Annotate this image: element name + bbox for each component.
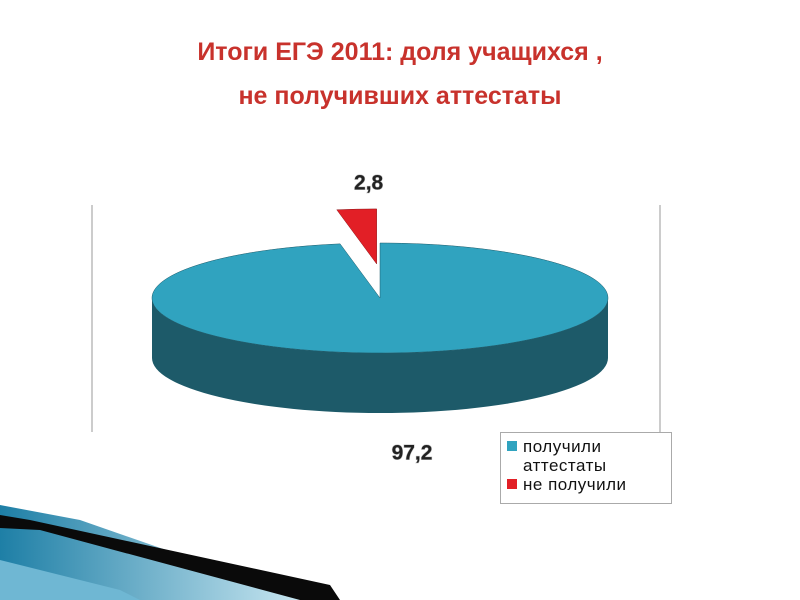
pie-side — [152, 298, 608, 413]
legend-swatch — [507, 479, 517, 489]
legend-label: не получили — [523, 475, 627, 494]
decor-line — [0, 515, 340, 600]
legend-item: не получили — [507, 475, 671, 494]
chart-title: Итоги ЕГЭ 2011: доля учащихся , — [197, 38, 602, 66]
data-label: 2,8 — [354, 172, 384, 195]
legend-item: получили аттестаты — [507, 437, 671, 475]
legend: получили аттестаты не получили — [500, 432, 672, 504]
legend-swatch — [507, 441, 517, 451]
legend-label: получили аттестаты — [523, 437, 607, 475]
data-label: 97,2 — [392, 442, 433, 465]
pie-slice — [151, 242, 609, 354]
decor-swoosh — [0, 560, 140, 600]
pie-slice — [336, 208, 377, 265]
chart-title: не получивших аттестаты — [238, 82, 561, 110]
